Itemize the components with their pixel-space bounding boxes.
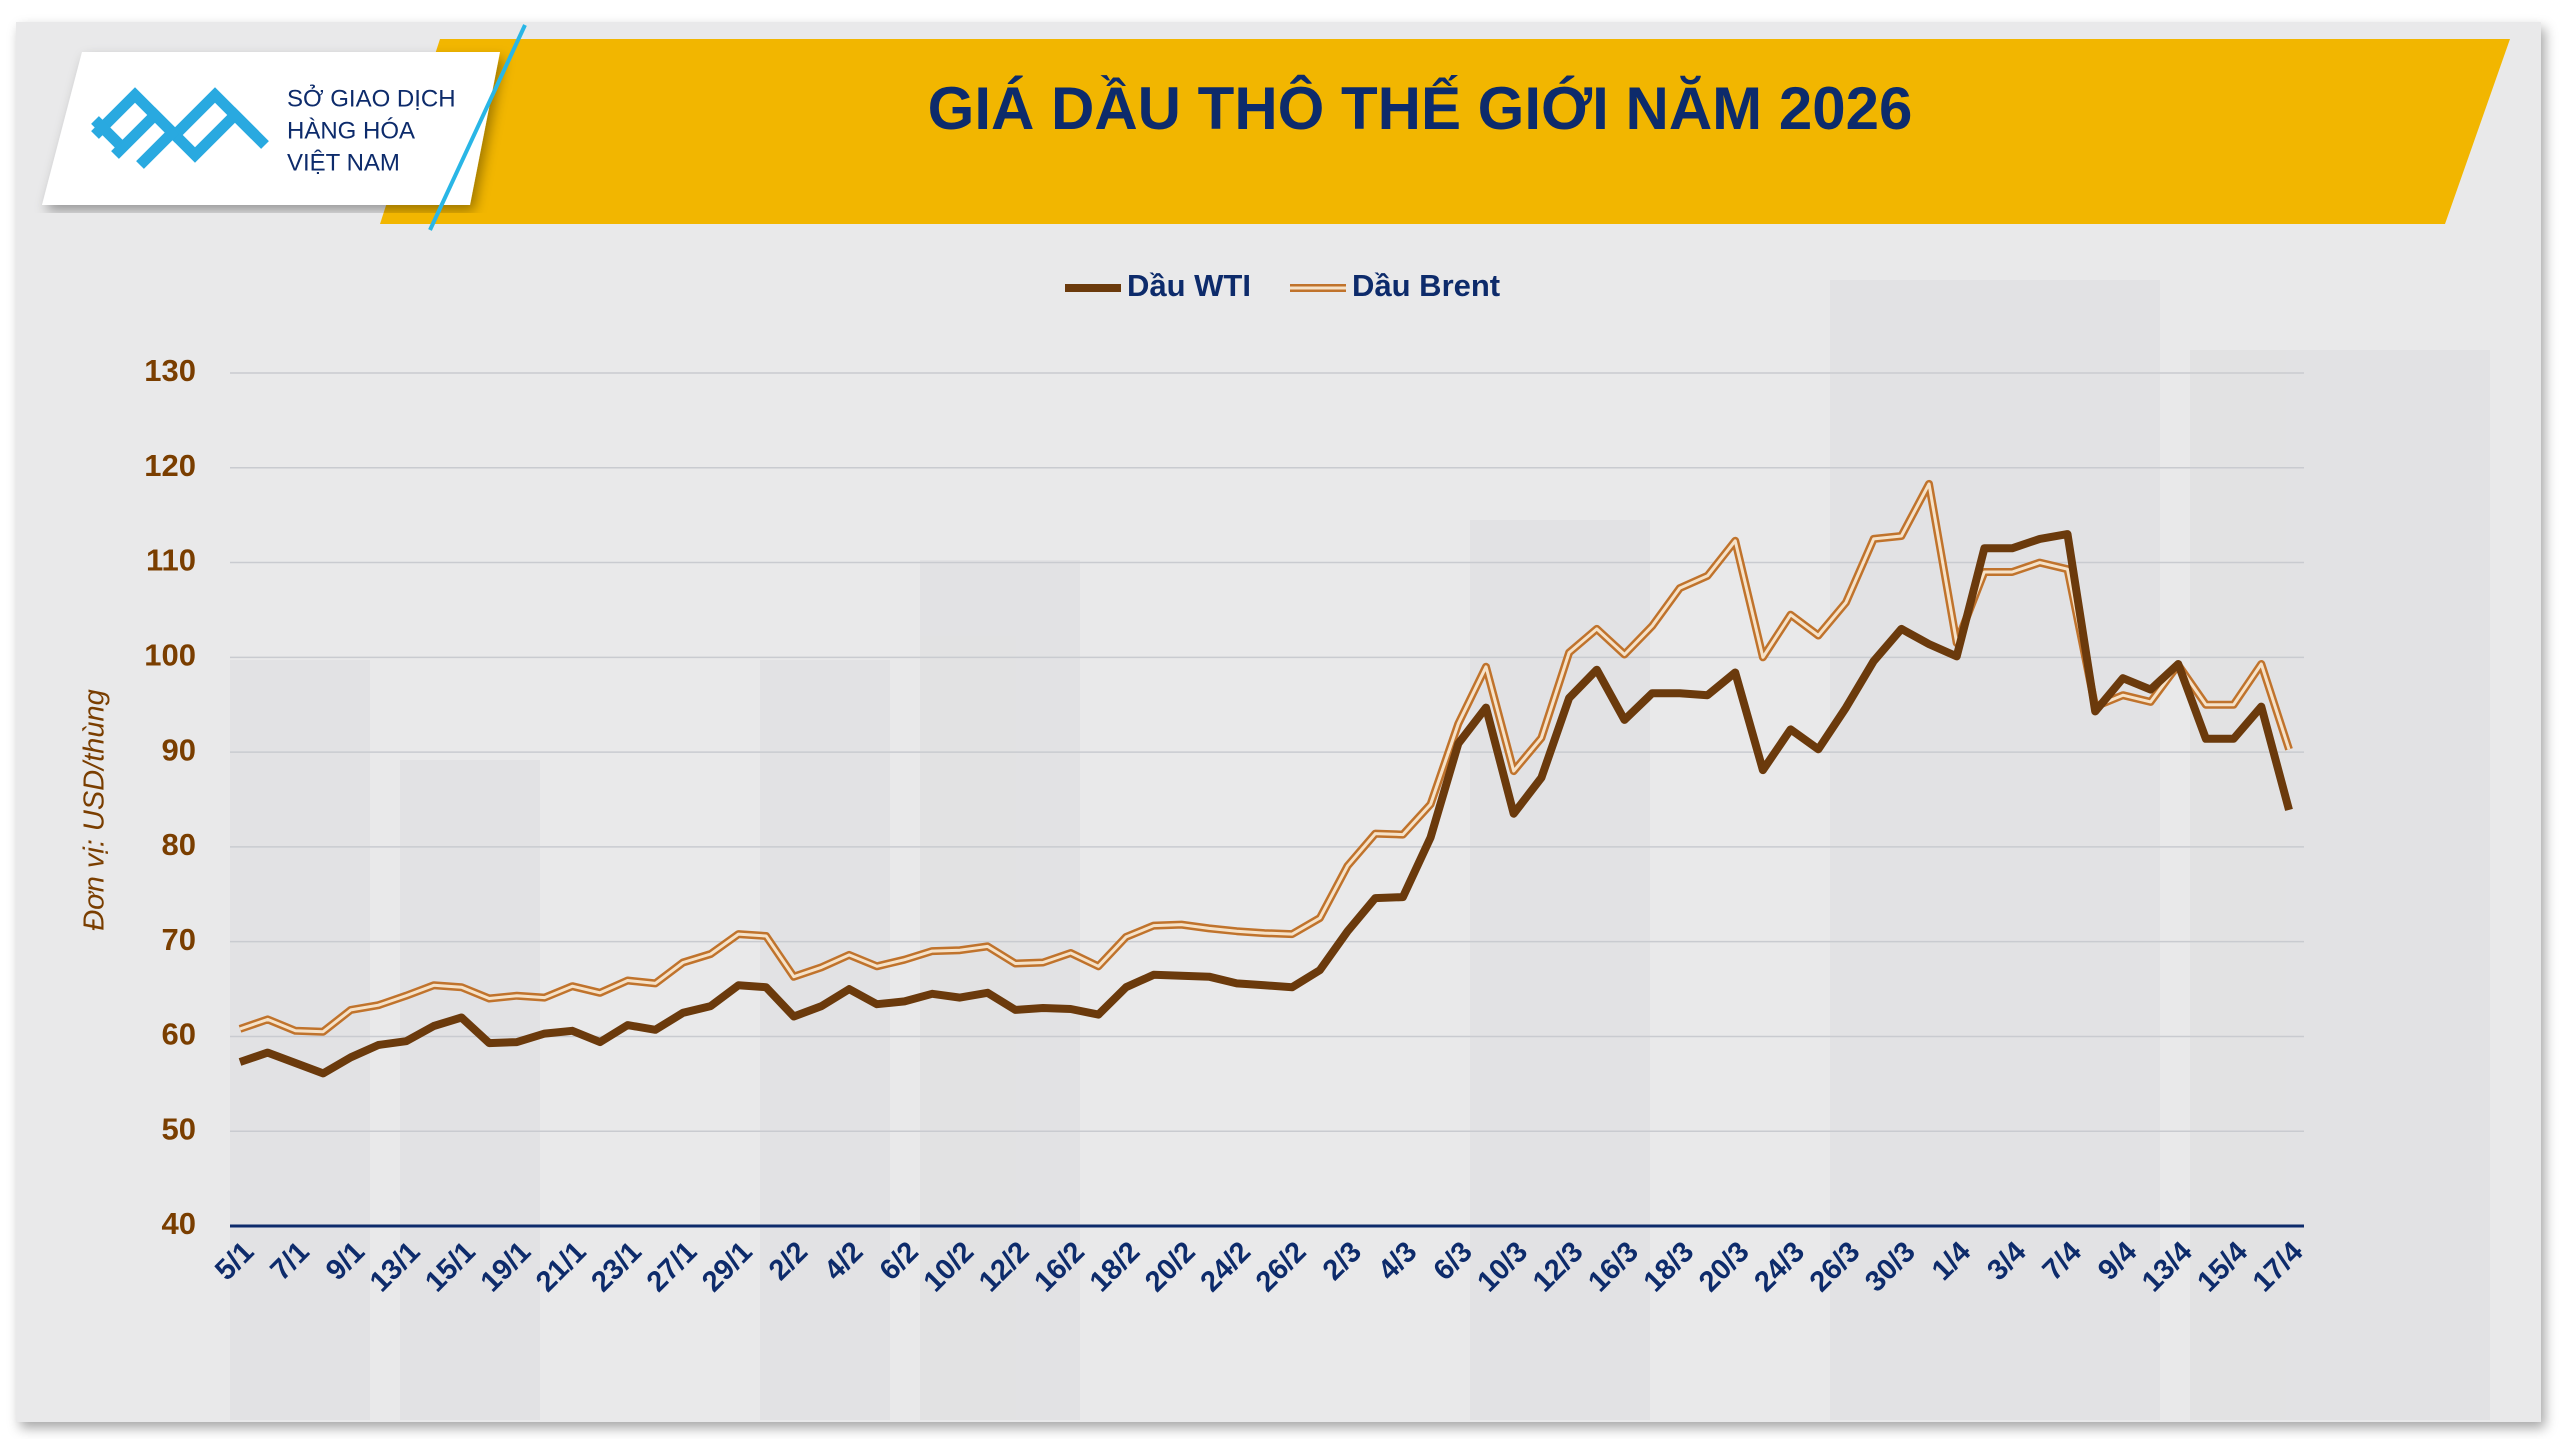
brent-line-inner — [239, 482, 2291, 1034]
y-tick-label: 50 — [162, 1111, 196, 1146]
logo-text: SỞ GIAO DỊCH — [287, 83, 456, 112]
legend-label: Dầu WTI — [1127, 268, 1251, 303]
y-tick-label: 80 — [162, 827, 196, 862]
logo-mark — [91, 87, 269, 169]
y-tick-label: 40 — [162, 1206, 196, 1241]
legend-label: Dầu Brent — [1352, 268, 1500, 303]
y-tick-label: 60 — [162, 1017, 196, 1052]
title-banner — [380, 39, 2510, 224]
y-tick-label: 130 — [144, 353, 196, 388]
logo-text: HÀNG HÓA — [287, 117, 415, 144]
wti-line — [238, 530, 2293, 1078]
y-tick-label: 70 — [162, 922, 196, 957]
y-tick-label: 120 — [144, 448, 196, 483]
y-tick-label: 90 — [162, 732, 196, 767]
logo-panel — [42, 52, 500, 205]
chart-title: GIÁ DẦU THÔ THẾ GIỚI NĂM 2026 — [928, 75, 1913, 142]
logo-text: VIỆT NAM — [287, 149, 400, 176]
logo-accent — [428, 24, 527, 231]
y-tick-label: 110 — [146, 543, 196, 578]
card — [16, 22, 2541, 1422]
background-decor — [230, 280, 2490, 1420]
y-axis-title: Đơn vị: USD/thùng — [79, 689, 111, 931]
y-tick-label: 100 — [144, 638, 196, 673]
